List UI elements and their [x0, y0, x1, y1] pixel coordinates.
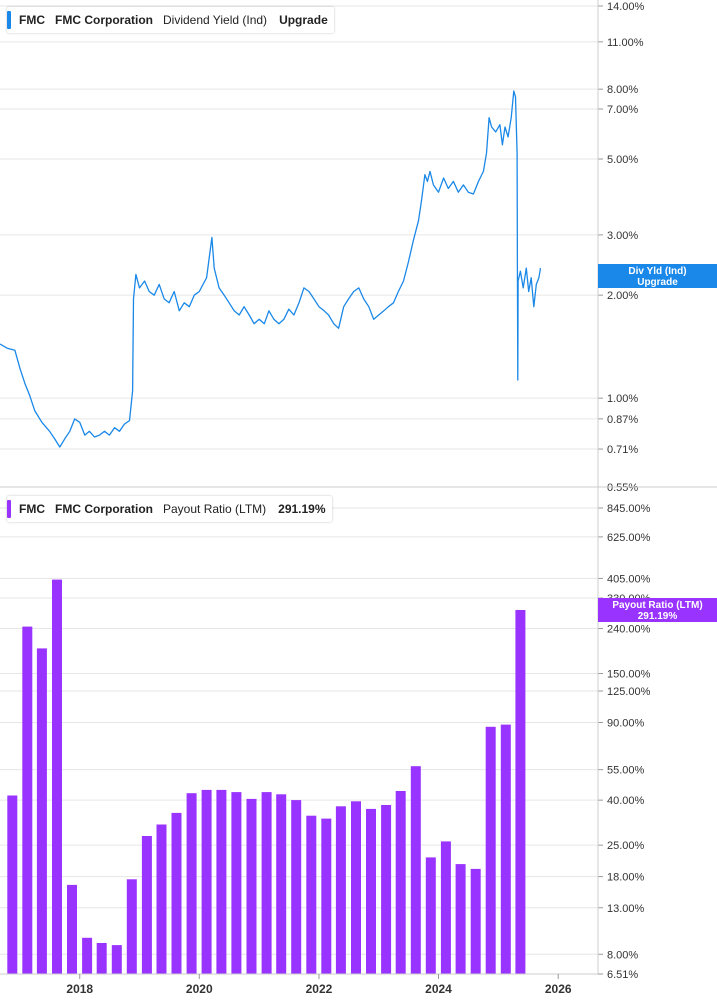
bottom-legend: FMC FMC Corporation Payout Ratio (LTM) 2… [7, 496, 332, 522]
bar [201, 789, 212, 974]
y-tick-label: 240.00% [607, 624, 651, 636]
bar [335, 806, 346, 974]
y-tick-label: 7.00% [607, 104, 638, 116]
payout-ratio-plot [7, 579, 526, 974]
bar [351, 801, 361, 974]
x-tick-label: 2024 [425, 982, 452, 996]
x-tick-label: 2018 [66, 982, 93, 996]
legend-ticker: FMC [19, 502, 45, 516]
dividend-yield-line [0, 90, 542, 448]
y-tick-label: 150.00% [607, 669, 651, 681]
legend-company: FMC Corporation [55, 502, 153, 516]
bar [231, 792, 242, 974]
bar [52, 579, 62, 974]
y-tick-label: 18.00% [607, 872, 645, 884]
bar [321, 818, 332, 974]
dividend-yield-plot [0, 90, 542, 448]
bar [171, 812, 182, 974]
bar [440, 841, 451, 974]
tag-value: 291.19% [637, 611, 678, 622]
bar [395, 791, 406, 974]
y-tick-label: 405.00% [607, 573, 651, 585]
y-tick-label: 0.71% [607, 444, 638, 456]
y-tick-label: 1.00% [607, 393, 638, 405]
y-tick-label: 2.00% [607, 290, 638, 302]
y-tick-label: 13.00% [607, 903, 645, 915]
legend-metric: Dividend Yield (Ind) [163, 13, 268, 27]
top-legend: FMC FMC Corporation Dividend Yield (Ind)… [7, 7, 334, 33]
bar [82, 937, 93, 974]
y-tick-label: 3.00% [607, 230, 638, 242]
bottom-panel-gridlines [0, 507, 598, 975]
legend-upgrade-link[interactable]: Upgrade [279, 13, 328, 27]
bar [186, 793, 197, 974]
bar [410, 766, 421, 974]
y-tick-label: 14.00% [607, 1, 645, 13]
y-tick-label: 125.00% [607, 686, 651, 698]
legend-metric: Payout Ratio (LTM) [163, 502, 267, 516]
y-tick-label: 625.00% [607, 532, 651, 544]
bar [216, 789, 227, 974]
bar [261, 792, 272, 974]
bar [485, 726, 496, 974]
bar [470, 868, 481, 974]
bar [7, 795, 18, 974]
bar [36, 648, 47, 974]
y-tick-label: 0.55% [607, 482, 638, 494]
series-color-swatch [7, 500, 11, 518]
bar [455, 864, 466, 974]
bar [111, 945, 122, 974]
bar [96, 943, 107, 974]
bar [291, 800, 302, 974]
y-tick-label: 845.00% [607, 503, 651, 515]
legend-company: FMC Corporation [55, 13, 153, 27]
y-tick-label: 40.00% [607, 795, 645, 807]
y-tick-label: 0.87% [607, 414, 638, 426]
legend-value: 291.19% [278, 502, 326, 516]
x-axis: 2018 2020 2022 2024 2026 [66, 974, 572, 996]
y-tick-label: 8.00% [607, 84, 638, 96]
top-y-axis: 14.00% 11.00% 8.00% 7.00% 5.00% 3.00% 2.00% 1.0… [598, 1, 645, 494]
bar [276, 794, 287, 974]
y-tick-label: 11.00% [607, 37, 644, 49]
bar [366, 808, 376, 974]
y-tick-label: 6.51% [607, 969, 638, 981]
legend-ticker: FMC [19, 13, 45, 27]
bar [126, 879, 137, 974]
tag-value: Upgrade [637, 277, 678, 288]
bar [246, 798, 257, 974]
y-tick-label: 8.00% [607, 949, 638, 961]
y-tick-label: 5.00% [607, 154, 638, 166]
top-panel-gridlines [0, 5, 598, 488]
x-tick-label: 2022 [306, 982, 333, 996]
bottom-y-axis: 845.00%625.00%405.00%330.00%240.00%150.0… [598, 503, 651, 981]
bar [141, 836, 152, 974]
y-tick-label: 55.00% [607, 765, 645, 777]
bar [515, 610, 526, 974]
bar [381, 805, 392, 974]
x-tick-label: 2020 [186, 982, 213, 996]
y-tick-label: 25.00% [607, 840, 645, 852]
bar [22, 626, 33, 974]
bar [67, 884, 77, 974]
last-value-tag-bottom: Payout Ratio (LTM) 291.19% [598, 598, 717, 622]
y-tick-label: 90.00% [607, 717, 645, 729]
tag-label: Payout Ratio (LTM) [612, 600, 703, 611]
bar [425, 857, 436, 974]
x-tick-label: 2026 [545, 982, 572, 996]
bar [500, 724, 511, 974]
bar [156, 824, 167, 974]
last-value-tag-top: Div Yld (Ind) Upgrade [598, 264, 717, 288]
series-color-swatch [7, 11, 11, 29]
tag-label: Div Yld (Ind) [628, 266, 687, 277]
bar [306, 815, 317, 974]
